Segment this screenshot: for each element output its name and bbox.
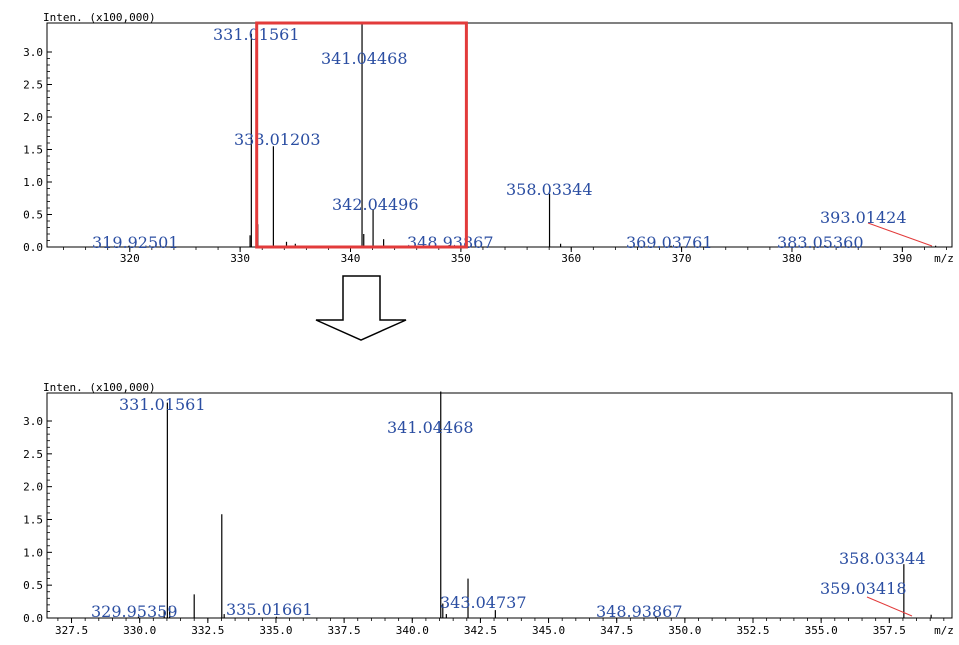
down-arrow-shape: [315, 275, 407, 341]
y-axis-label: Inten. (x100,000): [43, 381, 156, 394]
x-tick-label: 370: [672, 252, 692, 265]
peak-label: 393.01424: [820, 208, 907, 227]
peak-label: 343.04737: [440, 593, 527, 612]
x-tick-label: 340: [341, 252, 361, 265]
y-tick-label: 2.0: [23, 111, 43, 124]
x-tick-label: 380: [782, 252, 802, 265]
peak-label: 359.03418: [820, 579, 907, 598]
y-tick-label: 2.5: [23, 448, 43, 461]
plot-frame: [46, 392, 953, 619]
label-leader-line: [866, 596, 913, 617]
x-tick-label: 345.0: [532, 624, 565, 637]
x-tick-label: 327.5: [55, 624, 88, 637]
y-tick-label: 0.5: [23, 579, 43, 592]
y-tick-label: 0.0: [23, 241, 43, 254]
top-spectrum-chart: Inten. (x100,000) 0.0 0.5 1.0 1.5 2.0 2.5 3.0 32…: [23, 11, 954, 265]
x-tick-label: 342.5: [464, 624, 497, 637]
peak-label: 333.01203: [234, 130, 321, 149]
down-arrow-icon: [315, 275, 407, 341]
y-tick-label: 0.5: [23, 209, 43, 222]
x-tick-label: 337.5: [328, 624, 361, 637]
y-tick-label: 1.5: [23, 514, 43, 527]
y-tick-label: 1.0: [23, 546, 43, 559]
x-tick-label: 330: [230, 252, 250, 265]
peak-label: 358.03344: [506, 180, 593, 199]
peak-label: 383.05360: [777, 233, 864, 252]
x-tick-label: 357.5: [873, 624, 906, 637]
label-leader-line: [867, 222, 933, 247]
x-tick-label: 360: [561, 252, 581, 265]
y-axis-label: Inten. (x100,000): [43, 11, 156, 24]
peak-label: 348.93867: [407, 233, 494, 252]
peak-label: 331.01561: [119, 395, 206, 414]
x-tick-label: 320: [120, 252, 140, 265]
peak-label: 329.95359: [91, 602, 178, 621]
peak-label: 358.03344: [839, 549, 926, 568]
peak-label: 348.93867: [596, 602, 683, 621]
x-axis-label: m/z: [934, 252, 954, 265]
y-tick-label: 3.0: [23, 46, 43, 59]
peak-label: 319.92501: [92, 233, 179, 252]
y-tick-label: 2.5: [23, 79, 43, 92]
peak-label: 335.01661: [226, 600, 313, 619]
bottom-spectrum-chart: Inten. (x100,000) 0.0 0.5 1.0 1.5 2.0 2.5 3.0 32…: [23, 381, 954, 637]
x-tick-label: 352.5: [736, 624, 769, 637]
y-tick-label: 3.0: [23, 415, 43, 428]
x-tick-label: 347.5: [600, 624, 633, 637]
x-tick-label: 350.0: [668, 624, 701, 637]
plot-frame: [46, 22, 953, 248]
y-tick-label: 1.5: [23, 144, 43, 157]
y-tick-label: 2.0: [23, 481, 43, 494]
peak-label: 341.04468: [387, 418, 474, 437]
x-tick-label: 350: [451, 252, 471, 265]
x-tick-label: 340.0: [396, 624, 429, 637]
peak-label: 369.03761: [626, 233, 713, 252]
zoom-region-box: [255, 21, 468, 249]
peak-label: 341.04468: [321, 49, 408, 68]
x-axis-label: m/z: [934, 624, 954, 637]
x-tick-label: 355.0: [805, 624, 838, 637]
x-tick-label: 390: [892, 252, 912, 265]
x-tick-label: 335.0: [259, 624, 292, 637]
y-tick-label: 0.0: [23, 612, 43, 625]
x-tick-label: 332.5: [191, 624, 224, 637]
x-tick-label: 330.0: [123, 624, 156, 637]
peak-label: 342.04496: [332, 195, 419, 214]
y-tick-label: 1.0: [23, 176, 43, 189]
